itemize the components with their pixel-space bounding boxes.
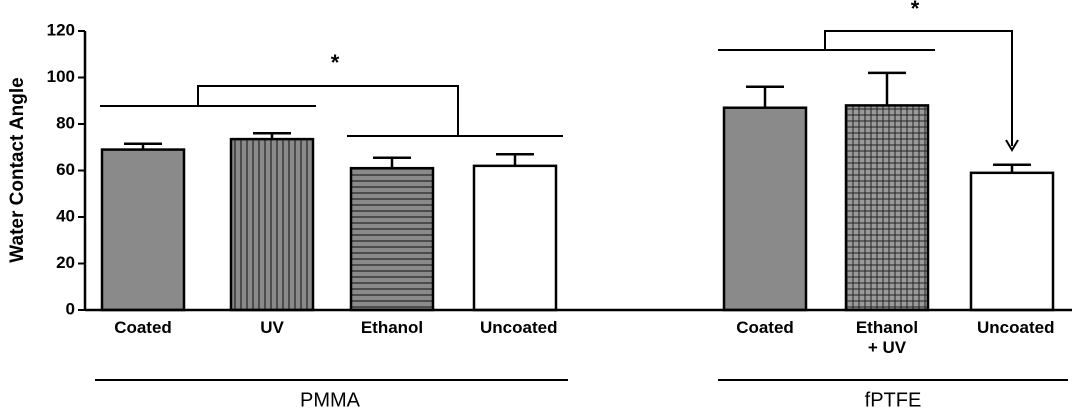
y-axis-label: Water Contact Angle: [7, 77, 28, 262]
bar: [472, 164, 558, 312]
y-tick-label: 120: [47, 20, 75, 39]
bar: [229, 137, 315, 312]
y-tick-label: 40: [56, 206, 75, 225]
significance-star: *: [911, 0, 920, 21]
bar: [722, 106, 808, 312]
x-tick-label: UV: [260, 318, 284, 337]
y-tick-label: 100: [47, 67, 75, 86]
y-tick-label: 0: [66, 299, 75, 318]
group-label: fPTFE: [865, 389, 922, 411]
x-tick-label: Coated: [114, 318, 172, 337]
x-tick-label: Ethanol + UV: [855, 318, 919, 357]
bracket: [197, 85, 459, 136]
bar: [844, 104, 930, 312]
x-tick-label: Coated: [736, 318, 794, 337]
group-label: PMMA: [300, 389, 361, 411]
bar: [349, 166, 435, 312]
significance-star: *: [331, 50, 340, 75]
y-tick-label: 60: [56, 160, 75, 179]
y-tick-label: 20: [56, 253, 75, 272]
x-tick-label: Uncoated: [480, 318, 558, 337]
x-tick-label: Ethanol: [360, 318, 424, 337]
y-tick-label: 80: [56, 113, 75, 132]
arrow-head: [1005, 139, 1019, 152]
bracket: [824, 30, 1013, 146]
significance-brackets: [95, 30, 1068, 381]
x-tick-label: Uncoated: [977, 318, 1055, 337]
bar: [100, 148, 186, 312]
bar: [969, 171, 1055, 312]
